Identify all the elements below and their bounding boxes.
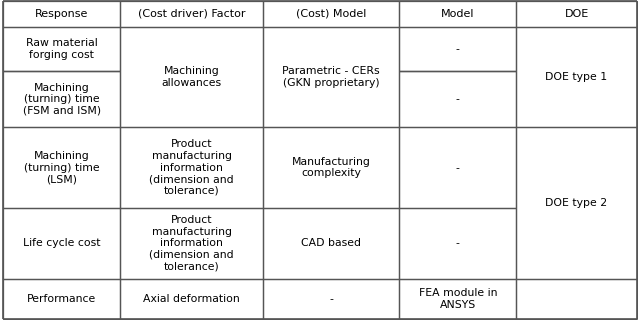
Text: Performance: Performance (27, 294, 96, 304)
Text: FEA module in
ANSYS: FEA module in ANSYS (419, 288, 497, 310)
Text: Raw material
forging cost: Raw material forging cost (26, 38, 98, 60)
Text: Parametric - CERs
(GKN proprietary): Parametric - CERs (GKN proprietary) (282, 66, 380, 88)
Text: DOE: DOE (565, 9, 589, 19)
Text: -: - (456, 238, 460, 248)
Text: -: - (456, 94, 460, 104)
Text: Life cycle cost: Life cycle cost (23, 238, 101, 248)
Text: -: - (329, 294, 333, 304)
Text: -: - (456, 44, 460, 54)
Text: Model: Model (441, 9, 475, 19)
Text: Machining
(turning) time
(LSM): Machining (turning) time (LSM) (24, 151, 100, 184)
Text: Response: Response (35, 9, 89, 19)
Text: DOE type 1: DOE type 1 (545, 72, 607, 82)
Text: Manufacturing
complexity: Manufacturing complexity (292, 157, 371, 179)
Text: (Cost) Model: (Cost) Model (296, 9, 366, 19)
Text: -: - (456, 163, 460, 173)
Text: Product
manufacturing
information
(dimension and
tolerance): Product manufacturing information (dimen… (149, 140, 234, 196)
Text: Machining
(turning) time
(FSM and ISM): Machining (turning) time (FSM and ISM) (23, 83, 101, 116)
Text: Product
manufacturing
information
(dimension and
tolerance): Product manufacturing information (dimen… (149, 215, 234, 271)
Text: DOE type 2: DOE type 2 (545, 198, 607, 208)
Text: CAD based: CAD based (301, 238, 361, 248)
Text: Machining
allowances: Machining allowances (161, 66, 222, 88)
Text: (Cost driver) Factor: (Cost driver) Factor (138, 9, 246, 19)
Text: Axial deformation: Axial deformation (144, 294, 240, 304)
